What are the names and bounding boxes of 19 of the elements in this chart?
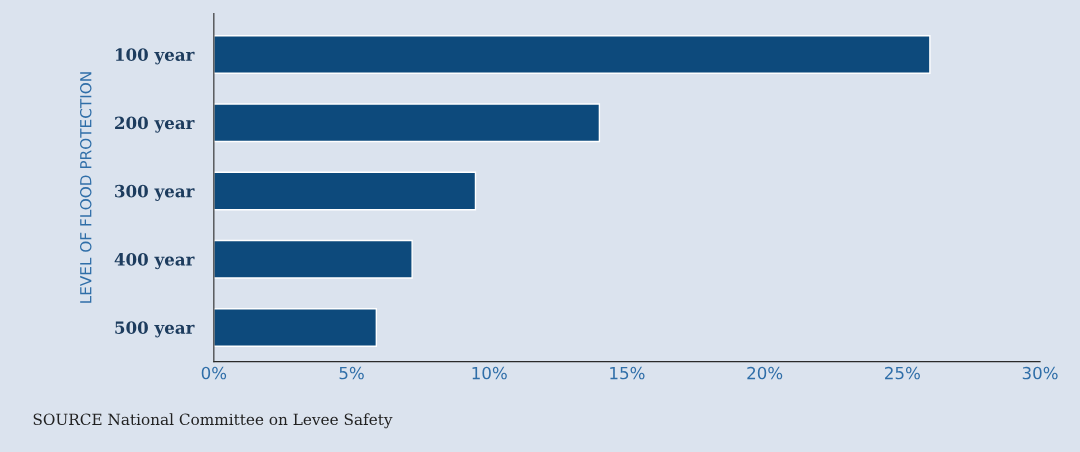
bar: [213, 103, 601, 143]
bar: [213, 308, 378, 347]
x-tick-label: 15%: [610, 366, 645, 380]
x-tick-label: 5%: [339, 366, 364, 380]
y-tick-label: 500 year: [115, 321, 195, 338]
x-tick-label: 30%: [1022, 366, 1058, 380]
x-tick-label: 10%: [472, 366, 507, 380]
y-tick-label: 300 year: [115, 184, 195, 201]
bar: [213, 171, 477, 211]
y-tick-label: 400 year: [114, 253, 195, 270]
x-tick-label: 25%: [885, 366, 920, 380]
bar: [213, 239, 413, 279]
y-tick-label: 200 year: [115, 116, 195, 133]
bar: [213, 35, 931, 74]
x-tick-label: 0%: [201, 366, 227, 380]
source-note: SOURCE National Committee on Levee Safety: [33, 413, 393, 429]
y-tick-label: 100 year: [115, 48, 195, 65]
x-tick-label: 20%: [747, 366, 783, 380]
y-axis-title: LEVEL OF FLOOD PROTECTION: [79, 72, 92, 303]
